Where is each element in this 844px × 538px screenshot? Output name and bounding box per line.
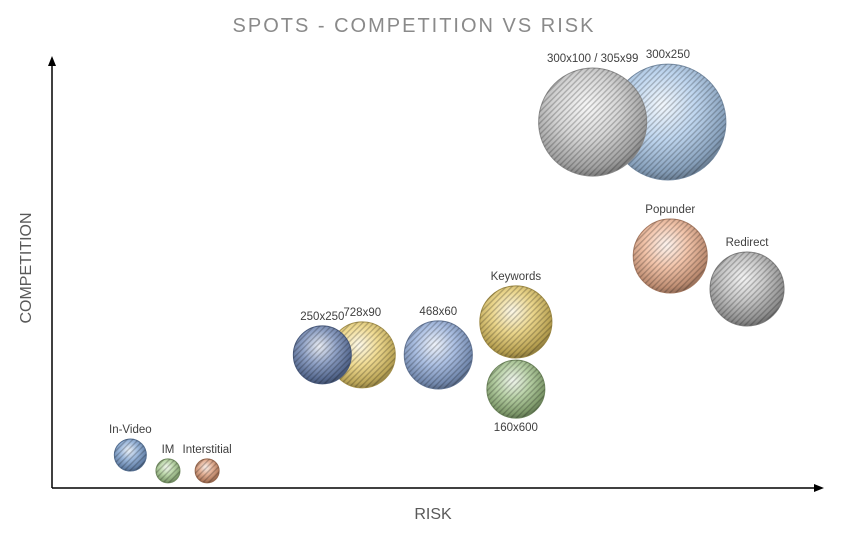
bubble (709, 251, 785, 327)
chart-title: SPOTS - COMPETITION VS RISK (233, 15, 596, 37)
axes (48, 56, 824, 492)
bubble-texture (293, 325, 352, 384)
bubble-texture (609, 64, 726, 181)
bubble-texture (538, 68, 647, 177)
bubble (113, 438, 147, 472)
bubble-texture (114, 439, 147, 472)
bubble (609, 63, 727, 181)
bubble-texture (479, 285, 552, 358)
bubble-label: Interstitial (183, 444, 232, 456)
bubble-texture (195, 458, 220, 483)
bubble-labels: 300x250 300x100 / 305x99 Popunder Redirect K… (109, 49, 769, 456)
bubble-label: Popunder (645, 204, 695, 216)
bubble (292, 325, 352, 385)
bubble-label: 250x250 (300, 311, 344, 323)
bubble-texture (404, 320, 473, 389)
bubble-label: 300x100 / 305x99 (547, 53, 638, 65)
bubble (486, 359, 546, 419)
bubble-label: IM (162, 444, 175, 456)
bubble-texture (633, 219, 708, 294)
bubble-label: 728x90 (343, 307, 381, 319)
bubble (403, 320, 473, 390)
y-axis-label: COMPETITION (18, 212, 35, 323)
bubble-label: Keywords (491, 271, 542, 283)
bubble-texture (155, 458, 180, 483)
bubble (194, 458, 220, 484)
bubble-label: 468x60 (419, 306, 457, 318)
bubble (632, 218, 708, 294)
bubble-label: Redirect (726, 237, 770, 249)
bubble-label: In-Video (109, 424, 152, 436)
bubble-label: 160x600 (494, 422, 538, 434)
y-axis-arrow-icon (48, 56, 56, 66)
x-axis-arrow-icon (814, 484, 824, 492)
x-axis-label: RISK (414, 506, 452, 523)
bubble (479, 285, 553, 359)
bubble-texture (710, 251, 785, 326)
bubbles (113, 63, 785, 484)
bubble (538, 67, 648, 177)
bubble (155, 458, 181, 484)
bubble-texture (486, 360, 545, 419)
bubble-label: 300x250 (646, 49, 690, 61)
